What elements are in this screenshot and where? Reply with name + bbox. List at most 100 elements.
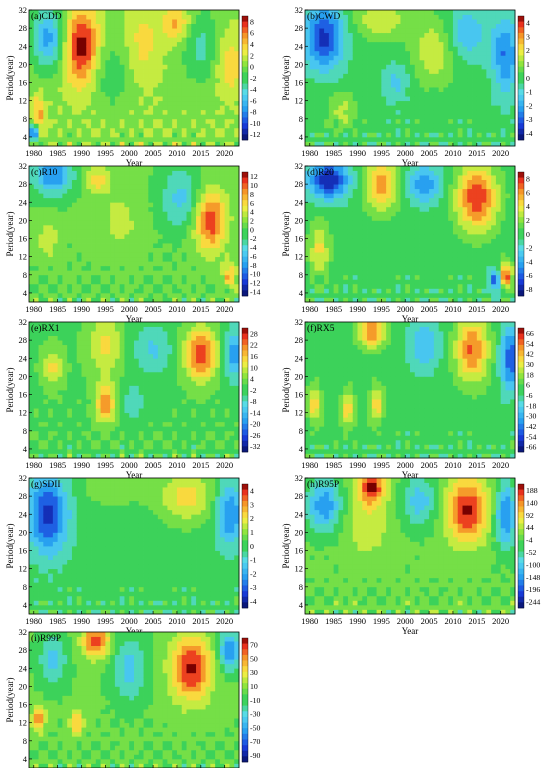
heatmap-cell — [167, 23, 173, 29]
heatmap-cell — [62, 292, 68, 298]
heatmap-cell — [110, 283, 116, 289]
heatmap-cell — [410, 188, 416, 194]
heatmap-cell — [162, 96, 168, 102]
heatmap-cell — [29, 261, 35, 267]
heatmap-cell — [234, 23, 240, 29]
heatmap-cell — [148, 184, 154, 190]
heatmap-cell — [429, 220, 435, 226]
heatmap-cell — [305, 109, 311, 115]
heatmap-cell — [381, 193, 387, 199]
heatmap-cell — [215, 55, 221, 61]
heatmap-cell — [153, 184, 159, 190]
heatmap-cell — [162, 170, 168, 176]
heatmap-cell — [43, 211, 49, 217]
heatmap-cell — [33, 55, 39, 61]
heatmap-cell — [395, 109, 401, 115]
heatmap-cell — [419, 68, 425, 74]
heatmap-cell — [462, 114, 468, 120]
heatmap-cell — [38, 175, 44, 180]
heatmap-cell — [400, 132, 406, 138]
heatmap-cell — [343, 261, 349, 267]
heatmap-cell — [371, 197, 377, 203]
heatmap-cell — [71, 64, 78, 70]
heatmap-cell — [219, 211, 226, 217]
heatmap-cell — [110, 64, 116, 70]
heatmap-cell — [110, 78, 116, 83]
colorbar-tick-label: 8 — [250, 17, 254, 26]
heatmap-cell — [114, 247, 121, 253]
heatmap-cell — [367, 184, 373, 190]
heatmap-cell — [124, 78, 130, 83]
heatmap-cell — [505, 10, 511, 15]
heatmap-cell — [129, 265, 135, 271]
heatmap-cell — [124, 136, 130, 142]
heatmap-cell — [124, 50, 130, 56]
heatmap-cell — [347, 184, 354, 190]
heatmap-cell — [376, 193, 382, 199]
heatmap-cell — [486, 123, 492, 129]
heatmap-cell — [433, 55, 440, 61]
heatmap-cell — [314, 188, 320, 194]
heatmap-cell — [367, 274, 373, 280]
heatmap-cell — [176, 215, 183, 221]
heatmap-cell — [186, 243, 192, 248]
heatmap-cell — [176, 32, 183, 38]
heatmap-cell — [357, 243, 363, 248]
heatmap-cell — [91, 37, 97, 43]
heatmap-cell — [362, 59, 368, 65]
heatmap-cell — [405, 132, 411, 138]
heatmap-cell — [376, 55, 382, 61]
heatmap-cell — [452, 37, 459, 43]
heatmap-cell — [448, 141, 454, 147]
heatmap-cell — [481, 23, 487, 29]
heatmap-cell — [138, 41, 144, 47]
heatmap-cell — [472, 78, 478, 83]
heatmap-cell — [333, 82, 339, 88]
heatmap-cell — [448, 41, 454, 47]
heatmap-cell — [181, 14, 187, 20]
heatmap-cell — [76, 96, 82, 102]
heatmap-cell — [486, 41, 492, 47]
heatmap-cell — [100, 202, 106, 208]
heatmap-cell — [196, 19, 202, 24]
heatmap-cell — [172, 127, 178, 133]
heatmap-cell — [486, 118, 492, 124]
heatmap-cell — [338, 28, 344, 34]
heatmap-cell — [43, 279, 49, 285]
heatmap-cell — [176, 82, 183, 88]
heatmap-cell — [124, 188, 130, 194]
heatmap-cell — [43, 202, 49, 208]
heatmap-cell — [386, 82, 392, 88]
heatmap-cell — [124, 32, 130, 38]
heatmap-cell — [62, 105, 68, 111]
heatmap-cell — [33, 28, 39, 34]
heatmap-cell — [443, 87, 449, 92]
heatmap-cell — [114, 118, 121, 124]
heatmap-cell — [38, 211, 44, 217]
heatmap-cell — [200, 193, 206, 199]
heatmap-cell — [347, 96, 354, 102]
heatmap-cell — [186, 197, 192, 203]
heatmap-cell — [362, 188, 368, 194]
heatmap-cell — [328, 73, 335, 79]
heatmap-cell — [338, 96, 344, 102]
heatmap-cell — [48, 41, 54, 47]
heatmap-cell — [76, 73, 82, 79]
heatmap-cell — [114, 297, 121, 303]
heatmap-cell — [172, 19, 178, 24]
heatmap-cell — [129, 10, 135, 15]
heatmap-cell — [67, 73, 73, 79]
heatmap-cell — [400, 10, 406, 15]
heatmap-cell — [62, 206, 68, 212]
heatmap-cell — [510, 19, 516, 24]
heatmap-cell — [390, 55, 397, 61]
heatmap-cell — [381, 170, 387, 176]
heatmap-cell — [196, 211, 202, 217]
heatmap-cell — [367, 41, 373, 47]
heatmap-cell — [405, 64, 411, 70]
heatmap-cell — [205, 292, 211, 298]
heatmap-cell — [33, 247, 39, 253]
heatmap-cell — [57, 220, 63, 226]
heatmap-cell — [367, 87, 373, 92]
heatmap-cell — [71, 261, 78, 267]
